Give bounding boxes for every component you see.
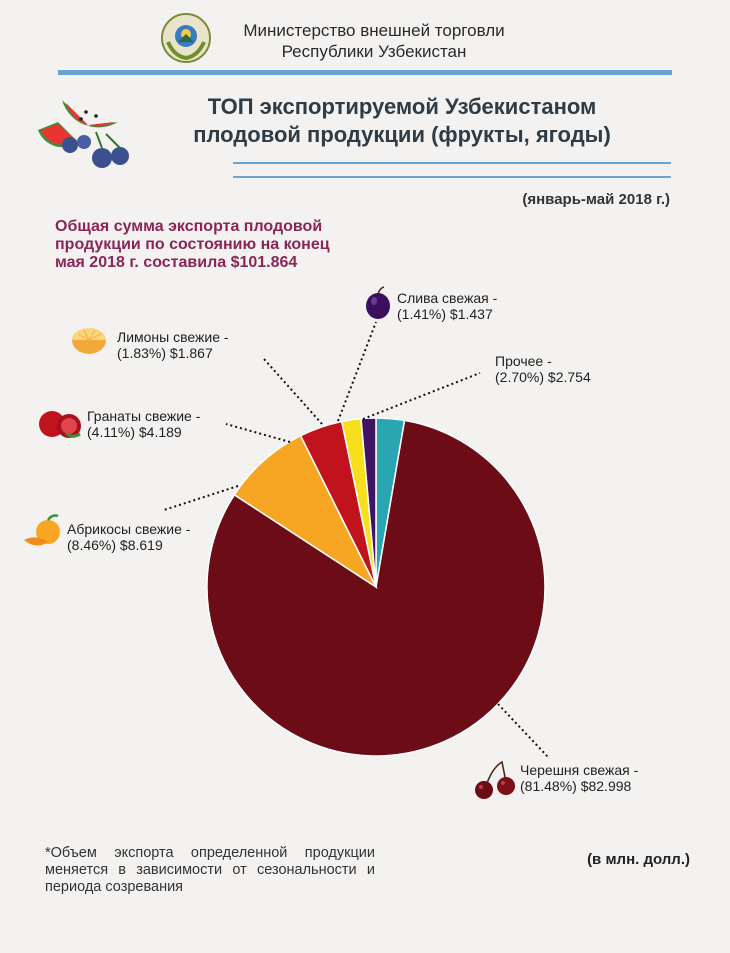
summary-line2: продукции по состоянию на конец <box>55 236 330 253</box>
apricot-icon <box>24 514 60 546</box>
label-lemon: Лимоны свежие - (1.83%) $1.867 <box>117 329 229 361</box>
leader-line-pomegranate <box>225 423 291 443</box>
pomegranate-icon <box>39 411 81 438</box>
pie-slices <box>206 417 546 757</box>
label-plum: Слива свежая - (1.41%) $1.437 <box>397 290 497 322</box>
watermelon-blueberry-icon <box>38 100 129 168</box>
pie-slice-apricot <box>233 434 378 590</box>
lemon-icon <box>72 328 106 354</box>
summary-line3: мая 2018 г. составила $101.864 <box>55 254 298 271</box>
header-divider <box>58 70 672 75</box>
leader-line-cherry <box>497 703 549 758</box>
label-lemon-name: Лимоны свежие - <box>117 329 229 345</box>
label-lemon-value: (1.83%) $1.867 <box>117 345 213 361</box>
label-plum-value: (1.41%) $1.437 <box>397 306 493 322</box>
emblem-icon <box>161 13 211 63</box>
label-pomegranate-value: (4.11%) $4.189 <box>87 424 182 440</box>
label-other: Прочее - (2.70%) $2.754 <box>495 353 591 385</box>
label-apricot: Абрикосы свежие - (8.46%) $8.619 <box>67 521 190 553</box>
plum-icon <box>366 286 390 319</box>
total-export-summary: Общая сумма экспорта плодовой продукции … <box>55 218 395 272</box>
period-label: (январь-май 2018 г.) <box>522 191 670 208</box>
title-line2: плодовой продукции (фрукты, ягоды) <box>193 122 611 147</box>
leader-line-other <box>362 372 481 420</box>
units-label: (в млн. долл.) <box>587 851 690 868</box>
pie-slice-cherry <box>206 419 546 757</box>
summary-line1: Общая сумма экспорта плодовой <box>55 218 323 235</box>
label-plum-name: Слива свежая - <box>397 290 498 306</box>
footnote: *Объем экспорта определенной продукции м… <box>45 845 375 895</box>
label-other-name: Прочее - <box>495 353 552 369</box>
cherry-icon <box>475 760 515 799</box>
page-title: ТОП экспортируемой Узбекистаном плодовой… <box>132 93 672 149</box>
title-line1: ТОП экспортируемой Узбекистаном <box>207 94 597 119</box>
label-pomegranate-name: Гранаты свежие - <box>87 408 201 424</box>
title-divider-bottom <box>233 176 671 178</box>
ministry-name: Министерство внешней торговли Республики… <box>214 20 534 62</box>
ministry-line2: Республики Узбекистан <box>281 42 467 61</box>
label-apricot-name: Абрикосы свежие - <box>67 521 191 537</box>
label-cherry: Черешня свежая - (81.48%) $82.998 <box>520 762 638 794</box>
label-apricot-value: (8.46%) $8.619 <box>67 537 163 553</box>
title-divider-top <box>233 162 671 164</box>
leader-lines <box>163 321 549 758</box>
label-pomegranate: Гранаты свежие - (4.11%) $4.189 <box>87 408 200 440</box>
pie-slice-plum <box>360 417 377 588</box>
label-cherry-name: Черешня свежая - <box>520 762 639 778</box>
label-cherry-value: (81.48%) $82.998 <box>520 778 632 794</box>
label-other-value: (2.70%) $2.754 <box>495 369 591 385</box>
leader-line-plum <box>337 321 377 422</box>
ministry-line1: Министерство внешней торговли <box>243 21 505 40</box>
leader-line-lemon <box>263 358 323 425</box>
